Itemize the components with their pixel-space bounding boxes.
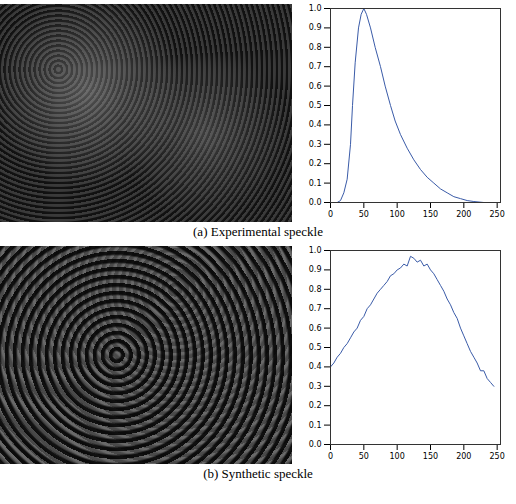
svg-text:0: 0 <box>328 210 333 219</box>
svg-text:250: 250 <box>490 452 505 461</box>
svg-text:0.8: 0.8 <box>309 285 322 294</box>
svg-text:0.9: 0.9 <box>309 23 322 32</box>
svg-text:0.2: 0.2 <box>309 401 322 410</box>
svg-text:0.6: 0.6 <box>309 324 322 333</box>
svg-text:0.3: 0.3 <box>309 382 322 391</box>
svg-text:0: 0 <box>328 452 333 461</box>
svg-text:50: 50 <box>359 452 369 461</box>
svg-text:50: 50 <box>359 210 369 219</box>
svg-text:100: 100 <box>390 210 405 219</box>
svg-text:0.7: 0.7 <box>309 62 322 71</box>
svg-text:200: 200 <box>456 210 471 219</box>
svg-text:0.8: 0.8 <box>309 43 322 52</box>
svg-text:0.5: 0.5 <box>309 101 322 110</box>
svg-text:200: 200 <box>456 452 471 461</box>
svg-text:0.1: 0.1 <box>309 421 322 430</box>
svg-text:0.4: 0.4 <box>309 362 322 371</box>
svg-text:1.0: 1.0 <box>309 246 322 255</box>
svg-text:0.0: 0.0 <box>309 198 322 207</box>
svg-text:250: 250 <box>490 210 505 219</box>
svg-text:0.6: 0.6 <box>309 82 322 91</box>
svg-text:0.2: 0.2 <box>309 159 322 168</box>
svg-text:0.4: 0.4 <box>309 120 322 129</box>
html-text:(a) Experimental speckle: (a) Experimental speckle <box>193 224 323 239</box>
svg-text:0.0: 0.0 <box>309 440 322 449</box>
svg-text:0.3: 0.3 <box>309 140 322 149</box>
svg-text:100: 100 <box>390 452 405 461</box>
svg-text:0.9: 0.9 <box>309 265 322 274</box>
svg-text:0.1: 0.1 <box>309 179 322 188</box>
svg-text:0.5: 0.5 <box>309 343 322 352</box>
svg-text:0.7: 0.7 <box>309 304 322 313</box>
html-text:(b) Synthetic speckle: (b) Synthetic speckle <box>203 466 313 481</box>
svg-text:150: 150 <box>423 452 438 461</box>
svg-text:150: 150 <box>423 210 438 219</box>
svg-text:1.0: 1.0 <box>309 4 322 13</box>
